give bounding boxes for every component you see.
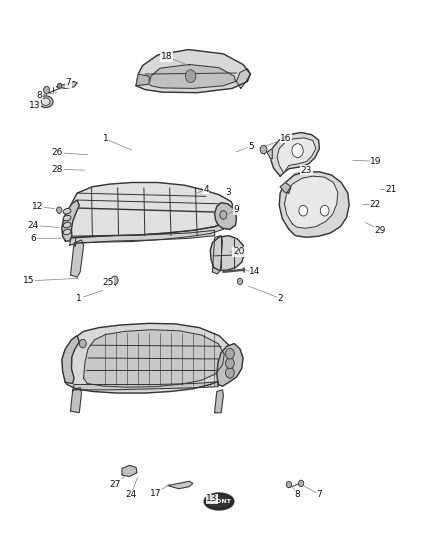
Polygon shape — [285, 176, 338, 228]
Text: 26: 26 — [52, 148, 63, 157]
Ellipse shape — [63, 222, 71, 228]
Polygon shape — [279, 172, 349, 237]
Text: 27: 27 — [110, 480, 121, 489]
Circle shape — [320, 205, 329, 216]
Polygon shape — [65, 324, 233, 393]
Polygon shape — [75, 230, 215, 246]
Text: 25: 25 — [102, 278, 113, 287]
Polygon shape — [71, 387, 81, 413]
Polygon shape — [217, 344, 243, 386]
Text: 20: 20 — [233, 247, 244, 256]
Ellipse shape — [41, 98, 50, 106]
Polygon shape — [84, 330, 224, 387]
Circle shape — [185, 70, 196, 83]
Polygon shape — [136, 74, 149, 86]
Text: 8: 8 — [295, 490, 300, 499]
Circle shape — [260, 146, 267, 154]
Circle shape — [220, 211, 227, 219]
Text: 29: 29 — [375, 226, 386, 235]
Text: 15: 15 — [23, 276, 35, 285]
Text: 16: 16 — [280, 134, 292, 143]
Polygon shape — [267, 149, 272, 159]
Polygon shape — [210, 236, 244, 270]
Text: 12: 12 — [32, 202, 43, 211]
Text: 13: 13 — [29, 101, 40, 110]
Text: 8: 8 — [36, 91, 42, 100]
Text: 22: 22 — [370, 200, 381, 209]
Circle shape — [226, 349, 234, 359]
Ellipse shape — [63, 215, 71, 221]
Polygon shape — [277, 138, 316, 173]
Circle shape — [43, 86, 49, 94]
Polygon shape — [215, 390, 223, 413]
Text: 3: 3 — [225, 188, 231, 197]
Circle shape — [298, 480, 304, 487]
Circle shape — [299, 205, 307, 216]
Polygon shape — [215, 203, 237, 229]
Circle shape — [226, 368, 234, 378]
Text: FRONT: FRONT — [207, 499, 231, 504]
Text: 9: 9 — [233, 205, 239, 214]
Polygon shape — [62, 336, 79, 383]
Polygon shape — [73, 382, 218, 391]
Circle shape — [57, 83, 62, 88]
Circle shape — [237, 278, 243, 285]
Text: 24: 24 — [125, 490, 136, 499]
Polygon shape — [62, 200, 79, 241]
Text: 28: 28 — [52, 165, 63, 174]
Circle shape — [226, 358, 234, 368]
Text: 7: 7 — [317, 490, 322, 499]
Text: 5: 5 — [248, 142, 254, 151]
Ellipse shape — [207, 495, 231, 508]
Circle shape — [57, 207, 62, 213]
Polygon shape — [122, 465, 137, 477]
Circle shape — [79, 340, 86, 348]
Text: 21: 21 — [385, 185, 396, 195]
Circle shape — [111, 276, 118, 285]
Text: 6: 6 — [31, 234, 36, 243]
Polygon shape — [70, 222, 226, 245]
Text: 1: 1 — [102, 134, 108, 143]
Text: 1: 1 — [76, 294, 82, 303]
Polygon shape — [167, 481, 193, 489]
Ellipse shape — [38, 96, 53, 108]
Text: 24: 24 — [28, 221, 39, 230]
Polygon shape — [57, 82, 77, 88]
Polygon shape — [280, 182, 291, 193]
Ellipse shape — [63, 208, 71, 214]
Polygon shape — [237, 69, 251, 88]
Circle shape — [286, 481, 291, 488]
Text: 19: 19 — [371, 157, 382, 166]
Polygon shape — [149, 64, 236, 88]
Text: 14: 14 — [249, 268, 261, 276]
Text: 17: 17 — [150, 489, 162, 498]
Ellipse shape — [63, 229, 71, 235]
Polygon shape — [212, 236, 223, 274]
Text: 7: 7 — [66, 78, 71, 87]
Text: 23: 23 — [300, 166, 312, 175]
Polygon shape — [271, 133, 319, 176]
Text: 2: 2 — [277, 294, 283, 303]
Polygon shape — [136, 50, 251, 93]
Polygon shape — [68, 182, 234, 238]
Text: 4: 4 — [203, 185, 209, 194]
Text: 13: 13 — [206, 494, 218, 503]
Circle shape — [292, 144, 303, 158]
Text: 18: 18 — [161, 52, 173, 61]
Ellipse shape — [204, 493, 234, 510]
Polygon shape — [71, 240, 84, 277]
